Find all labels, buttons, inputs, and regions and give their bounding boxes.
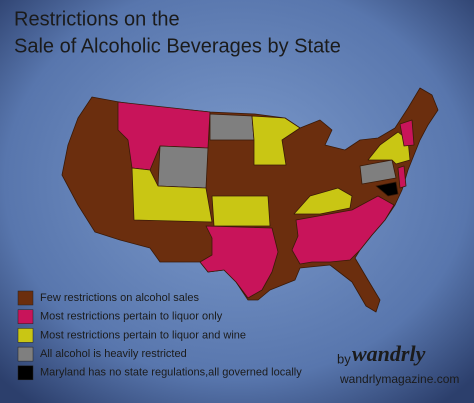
credit-site: wandrlymagazine.com	[339, 372, 459, 386]
map-region	[399, 119, 415, 147]
map-region	[375, 181, 399, 197]
credit-by: by	[337, 351, 351, 366]
legend-label: Few restrictions on alcohol sales	[40, 292, 199, 304]
legend-label: All alcohol is heavily restricted	[40, 348, 187, 360]
legend-swatch	[17, 328, 34, 343]
title-line: Restrictions on the	[14, 8, 180, 30]
map-region	[211, 195, 271, 227]
credit-brand: wandrly	[352, 341, 426, 366]
map-region	[131, 167, 213, 223]
legend-swatch	[17, 309, 34, 324]
legend-swatch	[17, 346, 34, 362]
us-map	[61, 87, 439, 313]
map-region	[291, 195, 395, 265]
legend-label: Most restrictions pertain to liquor only	[40, 311, 223, 323]
legend-label: Maryland has no state regulations,all go…	[40, 367, 302, 379]
map-region	[397, 165, 407, 189]
legend-label: Most restrictions pertain to liquor and …	[40, 329, 246, 341]
legend-swatch	[17, 290, 34, 306]
map-region	[359, 159, 397, 185]
legend-swatch	[17, 365, 34, 381]
map-region	[199, 225, 279, 299]
map-region	[251, 115, 301, 166]
map-region	[293, 187, 353, 215]
map-region	[367, 131, 411, 165]
map-region	[157, 145, 209, 189]
map-region	[209, 113, 255, 141]
legend: Few restrictions on alcohol sales Most re…	[17, 290, 302, 381]
title-line: Sale of Alcoholic Beverages by State	[14, 35, 341, 57]
